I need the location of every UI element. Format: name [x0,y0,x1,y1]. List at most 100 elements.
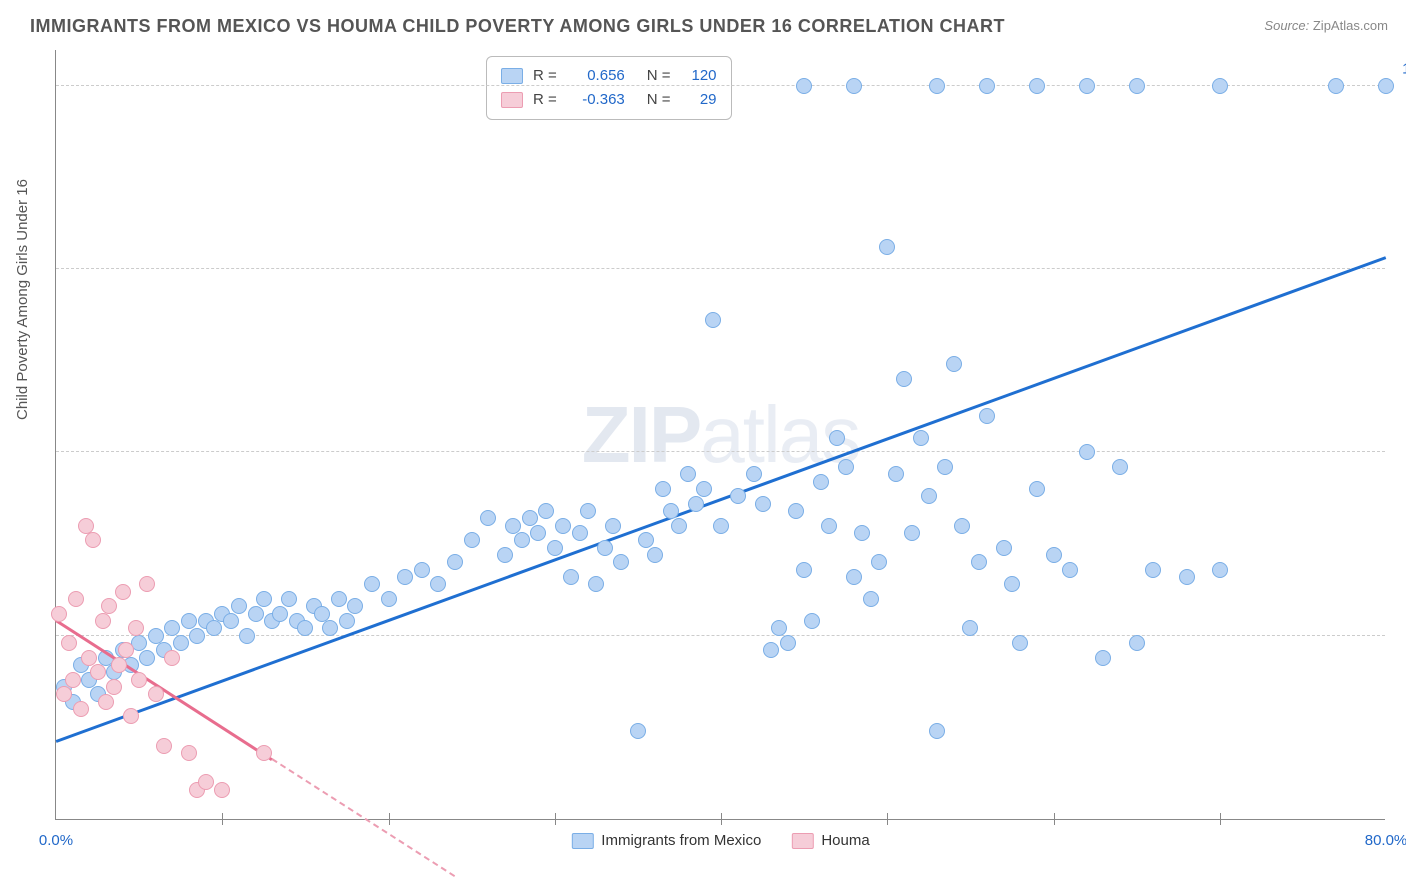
data-point [164,620,180,636]
data-point [979,408,995,424]
data-point [1129,635,1145,651]
data-point [1062,562,1078,578]
source-label: Source: [1264,18,1309,33]
data-point [364,576,380,592]
data-point [755,496,771,512]
data-point [854,525,870,541]
data-point [111,657,127,673]
data-point [696,481,712,497]
data-point [248,606,264,622]
data-point [788,503,804,519]
data-point [796,562,812,578]
data-point [1012,635,1028,651]
chart-title: IMMIGRANTS FROM MEXICO VS HOUMA CHILD PO… [30,16,1005,37]
data-point [705,312,721,328]
data-point [85,532,101,548]
data-point [156,738,172,754]
data-point [937,459,953,475]
x-tick-mark [389,813,390,825]
x-tick-mark [721,813,722,825]
plot-area: ZIPatlas R =0.656N =120R =-0.363N =29 Im… [55,50,1385,820]
y-axis-label: Child Poverty Among Girls Under 16 [14,179,31,420]
data-point [414,562,430,578]
data-point [1378,78,1394,94]
data-point [921,488,937,504]
data-point [838,459,854,475]
data-point [680,466,696,482]
data-point [68,591,84,607]
data-point [90,664,106,680]
data-point [331,591,347,607]
data-point [115,584,131,600]
data-point [73,701,89,717]
data-point [206,620,222,636]
data-point [148,686,164,702]
data-point [131,672,147,688]
data-point [181,745,197,761]
data-point [139,650,155,666]
trend-line-dashed [272,759,456,878]
data-point [647,547,663,563]
data-point [322,620,338,636]
data-point [51,606,67,622]
x-tick-mark [555,813,556,825]
data-point [863,591,879,607]
gridline-h [56,635,1385,636]
data-point [929,78,945,94]
gridline-h [56,85,1385,86]
data-point [464,532,480,548]
data-point [272,606,288,622]
data-point [65,672,81,688]
data-point [98,694,114,710]
data-point [173,635,189,651]
data-point [1046,547,1062,563]
data-point [904,525,920,541]
data-point [297,620,313,636]
data-point [979,78,995,94]
data-point [1029,78,1045,94]
x-tick-mark [222,813,223,825]
data-point [871,554,887,570]
data-point [522,510,538,526]
data-point [1212,78,1228,94]
data-point [347,598,363,614]
data-point [181,613,197,629]
gridline-h [56,451,1385,452]
series-legend: Immigrants from MexicoHouma [571,832,869,849]
data-point [996,540,1012,556]
data-point [638,532,654,548]
data-point [846,78,862,94]
data-point [1029,481,1045,497]
data-point [538,503,554,519]
data-point [655,481,671,497]
data-point [597,540,613,556]
data-point [1095,650,1111,666]
data-point [505,518,521,534]
data-point [663,503,679,519]
data-point [613,554,629,570]
data-point [1004,576,1020,592]
data-point [730,488,746,504]
data-point [896,371,912,387]
data-point [821,518,837,534]
data-point [1129,78,1145,94]
data-point [128,620,144,636]
x-tick-mark [1054,813,1055,825]
data-point [530,525,546,541]
data-point [946,356,962,372]
x-tick-mark [887,813,888,825]
data-point [572,525,588,541]
legend-r-label: R = [533,88,557,112]
data-point [913,430,929,446]
data-point [139,576,155,592]
data-point [563,569,579,585]
watermark-bold: ZIP [582,390,700,479]
data-point [630,723,646,739]
data-point [962,620,978,636]
legend-swatch [501,92,523,108]
data-point [314,606,330,622]
data-point [580,503,596,519]
data-point [223,613,239,629]
data-point [339,613,355,629]
data-point [118,642,134,658]
